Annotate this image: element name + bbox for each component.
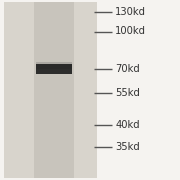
Text: 40kd: 40kd: [115, 120, 140, 130]
Text: 35kd: 35kd: [115, 142, 140, 152]
Bar: [34, 2, 74, 178]
Text: 130kd: 130kd: [115, 7, 146, 17]
Bar: [4, 2, 97, 178]
Text: 55kd: 55kd: [115, 88, 140, 98]
Bar: [36, 62, 72, 69]
Text: 100kd: 100kd: [115, 26, 146, 37]
Bar: [36, 64, 72, 74]
Text: 70kd: 70kd: [115, 64, 140, 74]
